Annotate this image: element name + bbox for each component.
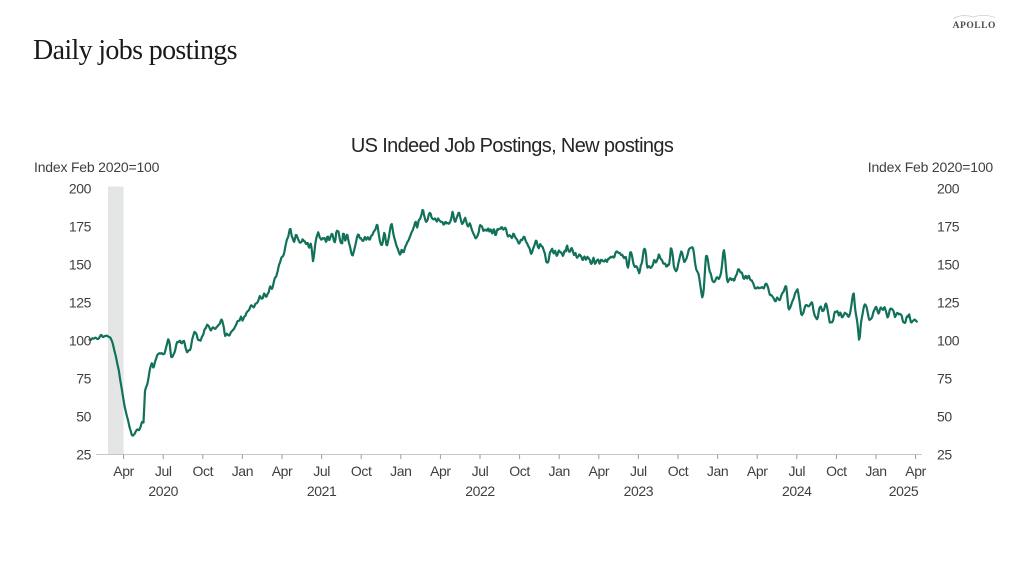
svg-text:175: 175 xyxy=(69,219,92,235)
svg-text:Jan: Jan xyxy=(390,463,411,479)
svg-text:Oct: Oct xyxy=(826,463,847,479)
svg-text:Jul: Jul xyxy=(630,463,647,479)
svg-text:Jul: Jul xyxy=(155,463,172,479)
svg-text:Apr: Apr xyxy=(905,463,926,479)
svg-text:2023: 2023 xyxy=(624,483,654,499)
svg-text:Oct: Oct xyxy=(351,463,372,479)
svg-text:Apr: Apr xyxy=(589,463,610,479)
svg-text:2021: 2021 xyxy=(307,483,337,499)
svg-text:Apr: Apr xyxy=(272,463,293,479)
svg-text:Jan: Jan xyxy=(232,463,253,479)
svg-text:Oct: Oct xyxy=(668,463,689,479)
svg-text:175: 175 xyxy=(937,219,960,235)
svg-text:Apr: Apr xyxy=(747,463,768,479)
svg-text:2020: 2020 xyxy=(148,483,178,499)
svg-text:2024: 2024 xyxy=(782,483,812,499)
svg-text:Oct: Oct xyxy=(193,463,214,479)
svg-text:75: 75 xyxy=(937,371,952,387)
svg-text:50: 50 xyxy=(76,408,91,424)
svg-text:Jan: Jan xyxy=(865,463,886,479)
svg-text:150: 150 xyxy=(937,257,960,273)
svg-text:100: 100 xyxy=(69,333,92,349)
svg-text:125: 125 xyxy=(937,295,960,311)
svg-text:25: 25 xyxy=(76,446,91,462)
svg-text:Jan: Jan xyxy=(549,463,570,479)
svg-text:Jan: Jan xyxy=(707,463,728,479)
svg-text:Jul: Jul xyxy=(788,463,805,479)
svg-text:2025: 2025 xyxy=(889,483,919,499)
svg-text:50: 50 xyxy=(937,408,952,424)
svg-text:75: 75 xyxy=(76,371,91,387)
svg-text:2022: 2022 xyxy=(465,483,495,499)
svg-text:Jul: Jul xyxy=(472,463,489,479)
svg-text:25: 25 xyxy=(937,446,952,462)
svg-text:150: 150 xyxy=(69,257,92,273)
svg-text:Apr: Apr xyxy=(113,463,134,479)
svg-text:200: 200 xyxy=(937,181,960,197)
svg-text:100: 100 xyxy=(937,333,960,349)
svg-text:Jul: Jul xyxy=(313,463,330,479)
svg-text:Oct: Oct xyxy=(509,463,530,479)
svg-text:200: 200 xyxy=(69,181,92,197)
svg-text:Apr: Apr xyxy=(430,463,451,479)
svg-text:125: 125 xyxy=(69,295,92,311)
